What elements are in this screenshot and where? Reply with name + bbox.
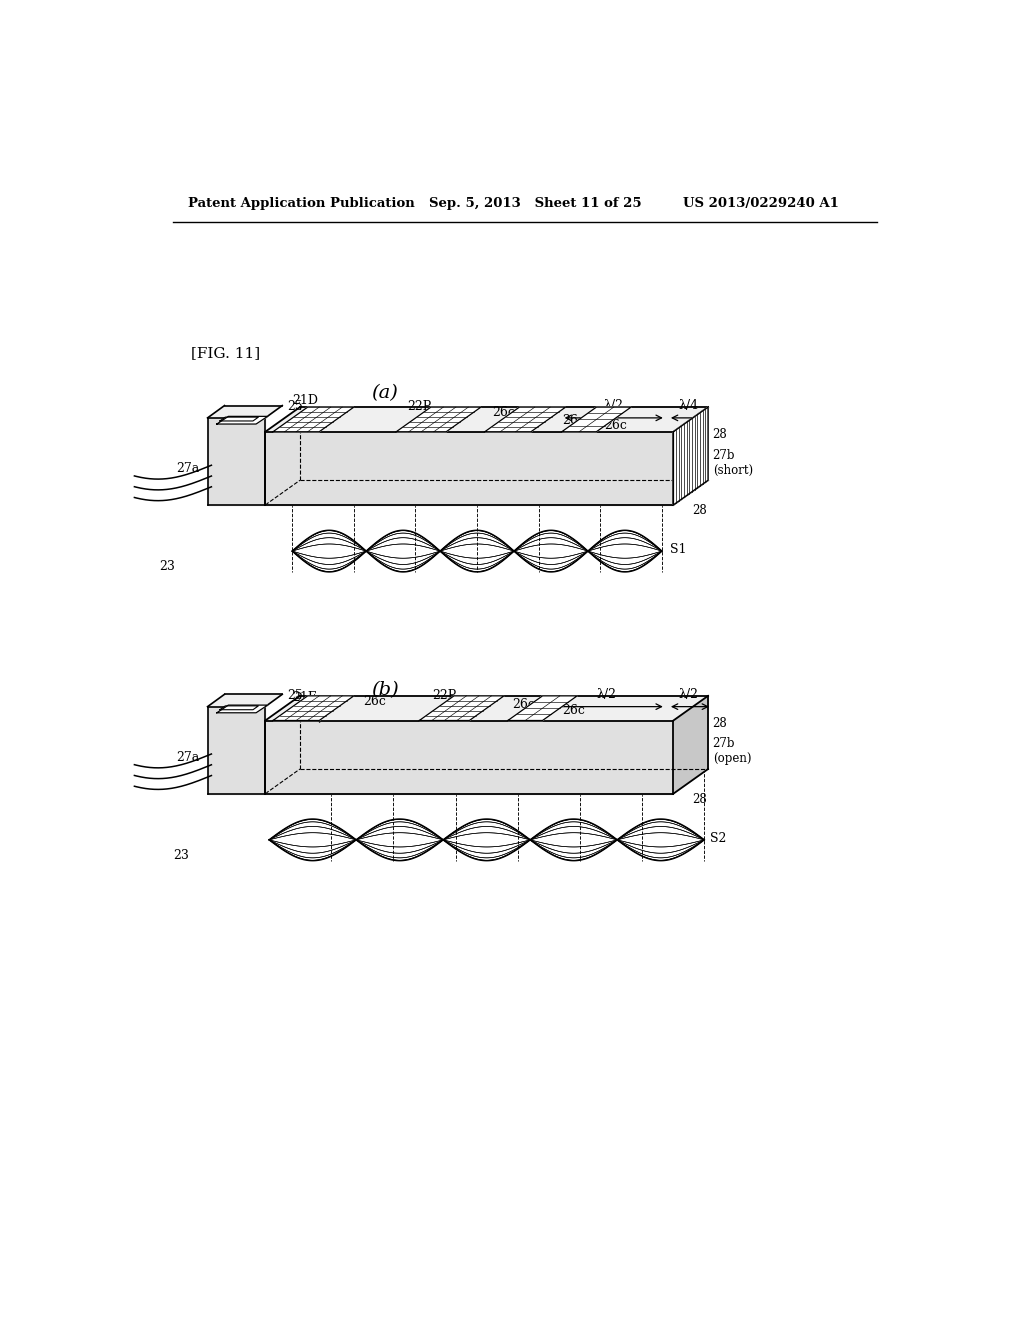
Text: 25: 25 (287, 689, 302, 702)
Text: (b): (b) (372, 681, 399, 698)
Text: λ/2: λ/2 (596, 688, 616, 701)
Text: 28: 28 (712, 428, 727, 441)
Polygon shape (208, 706, 265, 793)
Polygon shape (208, 418, 265, 506)
Text: 27a: 27a (176, 462, 200, 475)
Text: 27b
(short): 27b (short) (713, 449, 753, 477)
Text: US 2013/0229240 A1: US 2013/0229240 A1 (683, 197, 840, 210)
Text: 28: 28 (692, 793, 708, 807)
Polygon shape (217, 705, 267, 713)
Text: 27a: 27a (176, 751, 200, 763)
Polygon shape (396, 407, 481, 432)
Text: 21D: 21D (292, 395, 318, 408)
Polygon shape (674, 407, 708, 506)
Text: λ/2: λ/2 (604, 400, 624, 412)
Text: S1: S1 (670, 544, 686, 557)
Text: 27b
(open): 27b (open) (713, 738, 752, 766)
Polygon shape (419, 696, 504, 721)
Polygon shape (484, 407, 565, 432)
Polygon shape (674, 407, 708, 506)
Polygon shape (217, 416, 267, 424)
Text: 28: 28 (712, 717, 727, 730)
Text: S2: S2 (711, 832, 727, 845)
Polygon shape (265, 721, 674, 793)
Text: 25: 25 (287, 400, 302, 413)
Text: 26c: 26c (562, 414, 585, 428)
Polygon shape (208, 405, 283, 418)
Text: 26c: 26c (562, 705, 585, 717)
Text: [FIG. 11]: [FIG. 11] (190, 346, 260, 360)
Text: Sep. 5, 2013   Sheet 11 of 25: Sep. 5, 2013 Sheet 11 of 25 (429, 197, 642, 210)
Polygon shape (265, 407, 708, 432)
Polygon shape (273, 407, 354, 432)
Text: 26c: 26c (604, 420, 627, 433)
Text: 28: 28 (692, 504, 708, 517)
Text: 21E: 21E (292, 690, 317, 704)
Text: (a): (a) (372, 384, 398, 403)
Text: Patent Application Publication: Patent Application Publication (188, 197, 415, 210)
Text: 26c: 26c (364, 696, 386, 708)
Polygon shape (562, 407, 631, 432)
Text: λ/4: λ/4 (679, 400, 698, 412)
Text: 26c: 26c (493, 407, 515, 420)
Polygon shape (508, 696, 578, 721)
Polygon shape (273, 696, 354, 721)
Text: 26c: 26c (512, 698, 535, 711)
Polygon shape (674, 696, 708, 793)
Text: 22P: 22P (408, 400, 431, 413)
Text: 22P: 22P (432, 689, 456, 702)
Polygon shape (265, 696, 708, 721)
Polygon shape (208, 694, 283, 706)
Text: 23: 23 (159, 561, 175, 573)
Text: 23: 23 (173, 849, 188, 862)
Polygon shape (265, 432, 674, 506)
Text: λ/2: λ/2 (679, 688, 698, 701)
